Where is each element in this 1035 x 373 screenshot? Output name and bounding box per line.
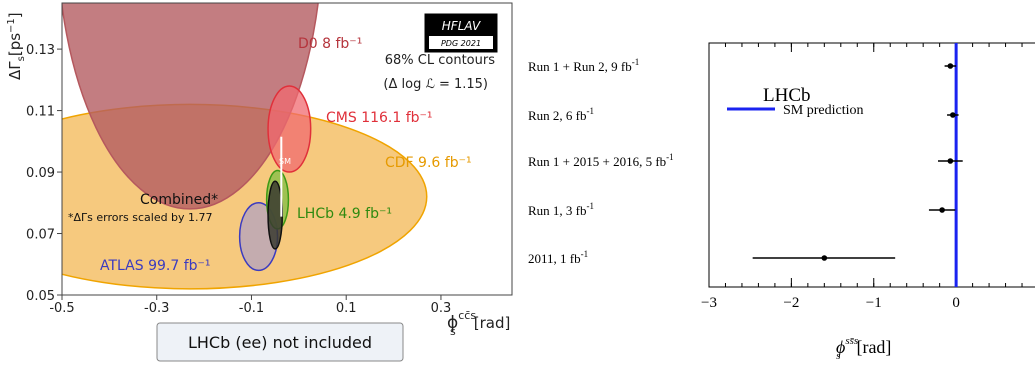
series-label-d0: D0 8 fb⁻¹	[298, 36, 362, 52]
measurement-label: 2011, 1 fb-1	[528, 249, 588, 266]
right-x-tick-label: −3	[701, 295, 717, 311]
hflav-badge-bottom: PDG 2021	[441, 39, 481, 48]
measurement-label: Run 1, 3 fb-1	[528, 201, 594, 218]
right-chart: −3 −2 −1 0 Run 1 + Run 2, 9 fb-1 Run 2, 6 fb…	[528, 42, 1035, 362]
measurement-label: Run 2, 6 fb-1	[528, 106, 594, 123]
measurement-point	[939, 207, 945, 213]
left-x-tick-label: -0.3	[144, 301, 169, 316]
bottom-note-box	[156, 322, 404, 362]
cl-note-line2: (Δ log ℒ = 1.15)	[383, 77, 488, 92]
measurement-point	[950, 112, 956, 118]
left-y-tick-label: 0.13	[26, 43, 55, 58]
left-plot-frame	[61, 2, 513, 296]
right-chart-title: LHCb	[763, 85, 811, 106]
cl-note-line1: 68% CL contours	[385, 53, 495, 68]
measurement-label: Run 1 + 2015 + 2016, 5 fb-1	[528, 152, 674, 169]
left-y-tick-label: 0.05	[26, 289, 55, 304]
right-x-axis-label: ϕss̄s s [rad]	[836, 335, 891, 362]
hflav-badge-top: HFLAV	[442, 19, 481, 33]
left-x-tick-label: 0.3	[431, 301, 452, 316]
measurement-point	[947, 63, 954, 69]
sm-label: SM	[279, 157, 291, 166]
series-label-combined: Combined*	[140, 192, 218, 208]
series-label-atlas: ATLAS 99.7 fb⁻¹	[100, 258, 211, 274]
left-x-tick-label: -0.5	[49, 301, 74, 316]
left-chart: -0.5 -0.3 -0.1 0.1 0.3 0.05 0.07 0.09 0.11 0.13 Δ…	[6, 2, 513, 362]
right-x-tick-label: −1	[866, 295, 882, 311]
footnote: *ΔΓs errors scaled by 1.77	[68, 211, 213, 224]
measurement-label: Run 1 + Run 2, 9 fb-1	[528, 57, 639, 74]
hflav-badge: HFLAV PDG 2021	[424, 13, 498, 53]
left-x-tick-label: -0.1	[239, 301, 264, 316]
left-y-tick-label: 0.07	[26, 228, 55, 243]
left-y-tick-label: 0.09	[26, 166, 55, 181]
measurement-point	[821, 255, 828, 261]
series-label-lhcb: LHCb 4.9 fb⁻¹	[297, 206, 392, 222]
series-label-cms: CMS 116.1 fb⁻¹	[326, 110, 433, 126]
right-x-tick-label: −2	[783, 295, 799, 311]
right-plot-frame	[708, 42, 1035, 288]
right-x-tick-label: 0	[952, 295, 960, 311]
contour-d0	[62, 3, 319, 210]
left-x-axis-label: ϕcc̄s s [rad]	[447, 309, 510, 338]
contour-cms	[267, 85, 312, 173]
left-y-tick-label: 0.11	[26, 105, 55, 120]
contour-combined	[267, 180, 284, 250]
left-x-tick-label: 0.1	[336, 301, 357, 316]
series-label-cdf: CDF 9.6 fb⁻¹	[385, 155, 472, 171]
left-y-axis-label: ΔΓs[ps−1]	[6, 12, 27, 80]
legend-sm-label: SM prediction	[783, 103, 864, 118]
measurement-point	[947, 158, 954, 164]
bottom-note-text: LHCb (ee) not included	[188, 333, 372, 352]
